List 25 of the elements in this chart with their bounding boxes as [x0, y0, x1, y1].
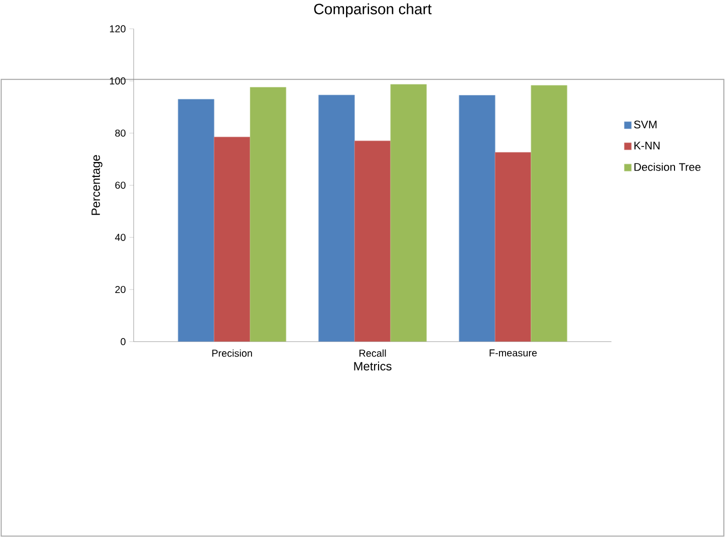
bar	[530, 85, 568, 342]
y-tick-label: 0	[120, 338, 126, 346]
bar	[318, 94, 355, 342]
bar	[494, 152, 532, 342]
y-tick-label: 80	[115, 129, 126, 136]
y-tick-label: 60	[115, 182, 126, 189]
x-axis-title: Metrics	[354, 361, 392, 370]
y-tick-label: 20	[115, 286, 126, 293]
bar	[250, 86, 286, 342]
y-tick-label: 120	[110, 25, 126, 32]
bar	[354, 140, 391, 342]
legend-label: Decision Tree	[634, 162, 700, 171]
x-tick-label: Precision	[212, 349, 252, 357]
chart-title: Comparison chart	[314, 3, 432, 18]
bar	[178, 98, 214, 342]
x-tick-label: Recall	[359, 349, 386, 357]
y-axis-title: Percentage	[92, 154, 102, 215]
y-tick-label: 40	[115, 234, 126, 241]
y-tick-label: 100	[110, 77, 126, 84]
legend-label: SVM	[634, 120, 656, 128]
legend-label: K-NN	[634, 142, 660, 150]
x-tick-label: F-measure	[490, 349, 537, 356]
bar	[214, 136, 250, 342]
bar	[390, 84, 427, 342]
bar	[458, 94, 496, 342]
